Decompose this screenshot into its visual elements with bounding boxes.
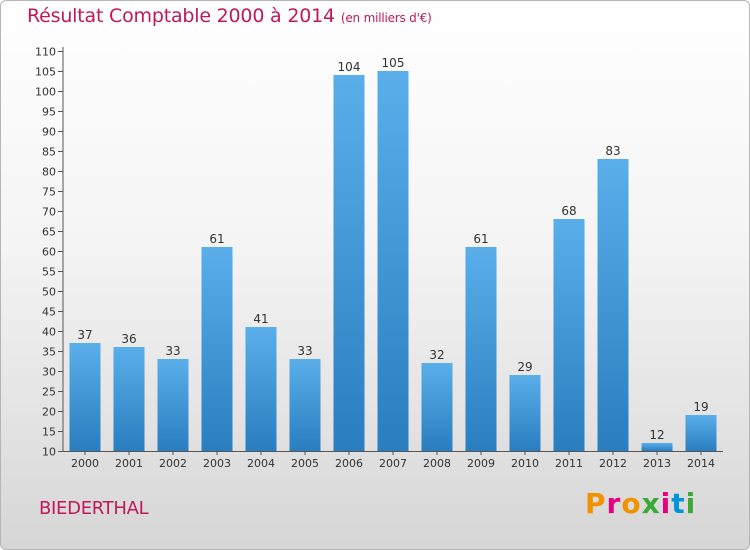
logo-letter: i (660, 487, 672, 520)
y-tick-label: 95 (42, 106, 56, 119)
y-tick-label: 25 (42, 386, 56, 399)
logo-letter: r (606, 487, 622, 520)
x-tick-label: 2003 (203, 457, 231, 470)
bar (641, 443, 673, 451)
bar (597, 159, 629, 451)
bar (157, 359, 189, 451)
x-tick-label: 2002 (159, 457, 187, 470)
x-tick-label: 2001 (115, 457, 143, 470)
bar (377, 71, 409, 451)
bar (509, 375, 541, 451)
bar (333, 75, 365, 451)
bar (685, 415, 717, 451)
y-tick-label: 65 (42, 226, 56, 239)
y-tick-label: 20 (42, 406, 56, 419)
bar (553, 219, 585, 451)
bar-value-label: 105 (382, 56, 405, 70)
logo-letter: t (671, 487, 686, 520)
bar-value-label: 36 (121, 332, 136, 346)
bar (245, 327, 277, 451)
bar-value-label: 19 (693, 400, 708, 414)
bar (113, 347, 145, 451)
chart-title-text: Résultat Comptable 2000 à 2014 (27, 5, 335, 27)
y-tick-label: 40 (42, 326, 56, 339)
bar-value-label: 33 (297, 344, 312, 358)
x-tick-label: 2008 (423, 457, 451, 470)
bar-value-label: 83 (605, 144, 620, 158)
y-tick-label: 100 (35, 86, 56, 99)
bar-value-label: 104 (338, 60, 361, 74)
y-tick-label: 10 (42, 446, 56, 459)
x-tick-label: 2009 (467, 457, 495, 470)
chart-subtitle: (en milliers d'€) (340, 11, 432, 25)
x-tick-label: 2012 (599, 457, 627, 470)
commune-name: BIEDERTHAL (39, 498, 149, 519)
x-tick-label: 2000 (71, 457, 99, 470)
bar-value-label: 12 (649, 428, 664, 442)
y-tick-label: 105 (35, 66, 56, 79)
x-tick-label: 2004 (247, 457, 275, 470)
y-tick-label: 15 (42, 426, 56, 439)
y-tick-label: 55 (42, 266, 56, 279)
chart-title: Résultat Comptable 2000 à 2014 (en millie… (27, 5, 432, 27)
bar-value-label: 29 (517, 360, 532, 374)
logo-letter: P (585, 487, 607, 520)
x-tick-label: 2014 (687, 457, 715, 470)
bar (465, 247, 497, 451)
bar-value-label: 68 (561, 204, 576, 218)
x-tick-label: 2006 (335, 457, 363, 470)
bar-value-label: 61 (473, 232, 488, 246)
y-tick-label: 70 (42, 206, 56, 219)
y-tick-label: 50 (42, 286, 56, 299)
bar (201, 247, 233, 451)
bar (69, 343, 101, 451)
logo-letter: i (685, 487, 697, 520)
x-tick-label: 2007 (379, 457, 407, 470)
x-tick-label: 2013 (643, 457, 671, 470)
logo-letter: o (621, 487, 642, 520)
bar-value-label: 61 (209, 232, 224, 246)
y-tick-label: 60 (42, 246, 56, 259)
y-tick-label: 90 (42, 126, 56, 139)
y-tick-label: 80 (42, 166, 56, 179)
y-tick-label: 30 (42, 366, 56, 379)
x-tick-label: 2011 (555, 457, 583, 470)
bar-value-label: 41 (253, 312, 268, 326)
x-tick-label: 2005 (291, 457, 319, 470)
y-tick-label: 75 (42, 186, 56, 199)
y-tick-label: 35 (42, 346, 56, 359)
bar-value-label: 32 (429, 348, 444, 362)
logo-letter: x (641, 487, 661, 520)
y-tick-label: 45 (42, 306, 56, 319)
x-tick-label: 2010 (511, 457, 539, 470)
bar (421, 363, 453, 451)
bar (289, 359, 321, 451)
bar-value-label: 37 (77, 328, 92, 342)
y-tick-label: 110 (35, 46, 56, 59)
y-tick-label: 85 (42, 146, 56, 159)
bar-value-label: 33 (165, 344, 180, 358)
proxiti-logo[interactable]: Proxiti (585, 487, 696, 520)
